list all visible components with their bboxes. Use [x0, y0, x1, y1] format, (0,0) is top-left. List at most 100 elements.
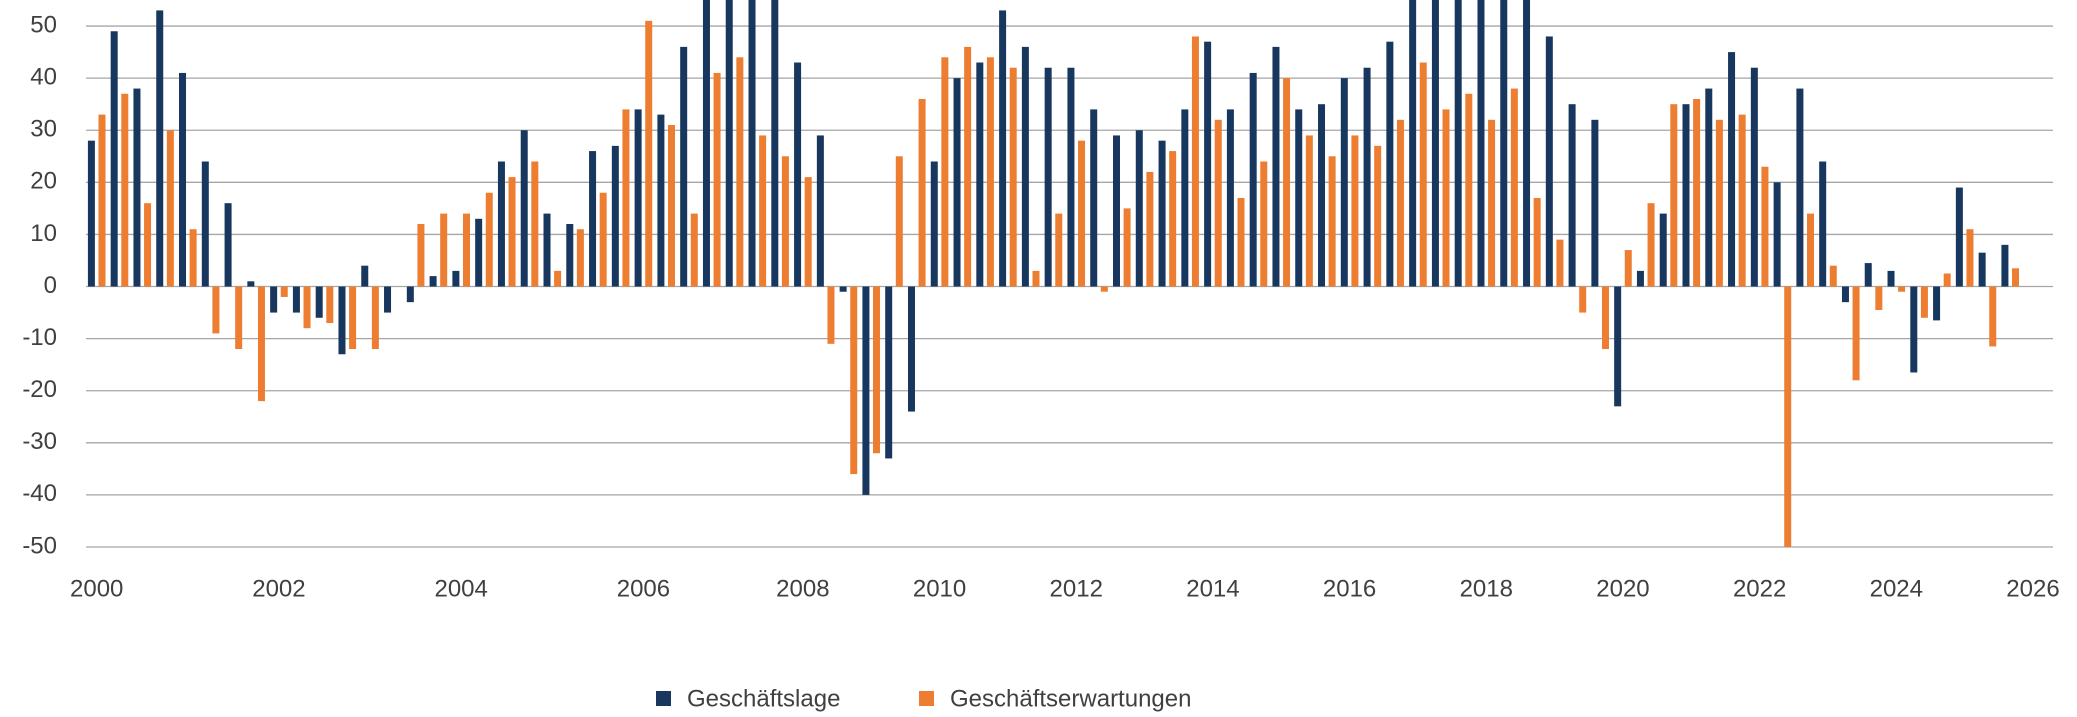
bar: [1135, 130, 1143, 287]
bar: [179, 72, 187, 287]
y-tick-label: -30: [22, 428, 57, 455]
bar: [1454, 0, 1462, 287]
bar: [1829, 265, 1837, 287]
bar: [657, 114, 665, 287]
bar: [1898, 286, 1906, 292]
bar: [999, 10, 1007, 287]
y-tick-label: -20: [22, 376, 57, 403]
bar: [1624, 250, 1632, 287]
bar: [713, 72, 721, 287]
bar: [976, 62, 984, 287]
x-tick-label: 2002: [252, 575, 305, 602]
bar: [201, 161, 209, 287]
y-tick-label: 40: [30, 63, 57, 90]
x-tick-label: 2018: [1460, 575, 1513, 602]
x-tick-label: 2016: [1323, 575, 1376, 602]
bar: [1204, 41, 1212, 287]
bar: [440, 213, 448, 287]
bar: [497, 161, 505, 287]
bar: [850, 286, 858, 475]
bar: [1374, 145, 1382, 287]
bar: [702, 0, 710, 287]
bar: [611, 145, 619, 287]
bar: [1488, 119, 1496, 287]
bar: [417, 224, 425, 287]
bar: [475, 218, 483, 287]
bar: [1647, 203, 1655, 287]
bar: [1191, 36, 1199, 287]
bar: [1009, 67, 1017, 287]
labels: -50 -40 -30 -20 -10 0 10 20 30 40 50 2000 2002 2004 20…: [22, 11, 2059, 712]
bar: [599, 192, 607, 287]
bar: [1864, 263, 1872, 287]
bar: [1989, 286, 1997, 347]
bar: [953, 78, 961, 287]
bar: [326, 286, 334, 323]
x-tick-label: 2000: [70, 575, 123, 602]
bar: [1226, 109, 1234, 287]
bar: [1283, 78, 1291, 287]
bar: [1090, 109, 1098, 287]
bar: [384, 286, 392, 313]
bar: [144, 203, 152, 287]
bar: [725, 0, 733, 287]
bar: [1693, 98, 1701, 287]
bar: [1841, 286, 1849, 303]
bar: [1601, 286, 1609, 350]
bar: [452, 270, 460, 287]
bar: [121, 93, 129, 287]
bar: [930, 161, 938, 287]
bar: [1533, 197, 1541, 287]
legend-swatch: [656, 691, 671, 706]
x-tick-label: 2024: [1870, 575, 1923, 602]
y-tick-label: 0: [44, 272, 57, 299]
bar: [429, 276, 437, 287]
bar: [98, 114, 106, 287]
bar: [1078, 140, 1086, 287]
bar: [554, 270, 562, 287]
bar: [361, 265, 369, 287]
bar: [1545, 36, 1553, 287]
bar: [690, 213, 698, 287]
bar: [1705, 88, 1713, 287]
x-tick-label: 2004: [434, 575, 487, 602]
x-tick-label: 2010: [913, 575, 966, 602]
y-tick-label: 50: [30, 11, 57, 38]
bar: [133, 88, 141, 287]
bar: [1237, 197, 1245, 287]
bar: [1933, 286, 1941, 321]
legend-label: Geschäftserwartungen: [950, 685, 1191, 712]
bar: [589, 151, 597, 287]
bar: [1852, 286, 1860, 381]
x-tick-label: 2012: [1050, 575, 1103, 602]
bar: [804, 177, 812, 287]
bar: [1477, 0, 1485, 287]
bar: [1738, 114, 1746, 287]
bar: [508, 177, 516, 287]
bar: [1579, 286, 1587, 313]
bar: [634, 109, 642, 287]
bar: [759, 135, 767, 287]
bar: [1761, 166, 1769, 287]
bar: [247, 281, 255, 287]
bar: [1396, 119, 1404, 287]
bar: [1409, 0, 1417, 287]
bar: [1100, 286, 1108, 292]
bar: [2001, 244, 2009, 287]
bar: [1305, 135, 1313, 287]
bar: [1784, 286, 1792, 547]
bar: [1442, 109, 1450, 287]
bar: [1032, 270, 1040, 287]
bar: [1875, 286, 1883, 310]
bar: [873, 286, 881, 454]
bar: [485, 192, 493, 287]
bar: [771, 0, 779, 287]
y-tick-label: -40: [22, 480, 57, 507]
bar: [1920, 286, 1928, 318]
bar: [1966, 229, 1974, 287]
bar: [303, 286, 311, 329]
legend-swatch: [919, 691, 934, 706]
bar: [1123, 208, 1131, 287]
bar: [1181, 109, 1189, 287]
